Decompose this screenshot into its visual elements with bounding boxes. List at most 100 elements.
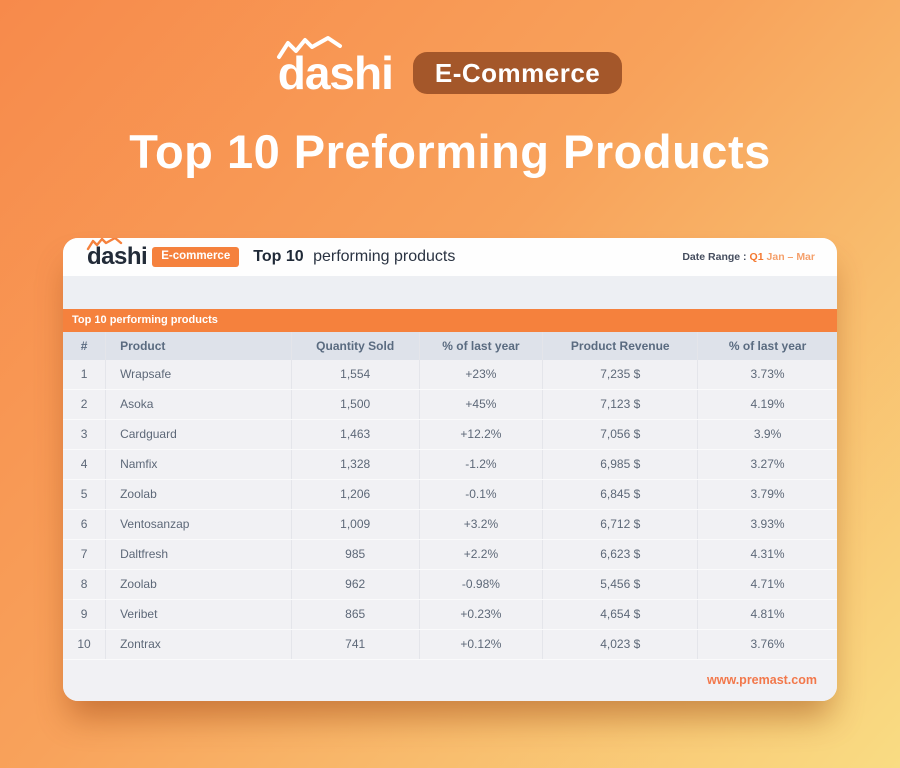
table-cell: 5,456 $	[542, 569, 698, 600]
table-cell: -0.98%	[418, 569, 543, 600]
table-cell: 6,712 $	[542, 509, 698, 540]
dashboard-card: dashi E-commerce Top 10 performing produ…	[63, 237, 837, 701]
table-cell: 3.76%	[697, 629, 837, 660]
table-cell: Zoolab	[105, 569, 292, 600]
table-cell: 4.19%	[697, 389, 837, 420]
table-cell: 741	[290, 629, 420, 660]
table-cell: Daltfresh	[105, 539, 292, 570]
card-title-bold: Top 10	[253, 247, 304, 265]
table-row: 10 Zontrax 741 +0.12% 4,023 $3.76%	[63, 629, 837, 660]
column-header: Product	[105, 331, 292, 360]
dashi-logo: dashi	[276, 36, 394, 99]
table-cell: -0.1%	[418, 479, 543, 510]
table-cell: 3.79%	[697, 479, 837, 510]
table-cell: 3.73%	[697, 359, 837, 390]
table-cell: Asoka	[105, 389, 292, 420]
table-cell: 4.31%	[697, 539, 837, 570]
table-cell: 3	[63, 419, 106, 450]
table-row: 5 Zoolab 1,206 -0.1% 6,845 $3.79%	[63, 479, 837, 510]
ecommerce-badge: E-Commerce	[412, 52, 623, 94]
table-cell: 7,235 $	[542, 359, 698, 390]
table-cell: 1,206	[290, 479, 420, 510]
table-cell: +23%	[418, 359, 543, 390]
table-cell: 4.71%	[697, 569, 837, 600]
table-cell: 7,056 $	[542, 419, 698, 450]
table-cell: 4,654 $	[542, 599, 698, 630]
table-cell: 4	[63, 449, 106, 480]
date-range-quarter: Q1	[749, 250, 764, 263]
table-cell: 985	[290, 539, 420, 570]
premast-link[interactable]: www.premast.com	[707, 673, 817, 688]
table-cell: 3.9%	[697, 419, 837, 450]
table-row: 3 Cardguard 1,463 +12.2% 7,056 $3.9%	[63, 419, 837, 450]
table-cell: 3.27%	[697, 449, 837, 480]
table-cell: 8	[63, 569, 106, 600]
table-cell: 865	[290, 599, 420, 630]
table-cell: Zontrax	[105, 629, 292, 660]
table-row: 9 Veribet 865 +0.23% 4,654 $4.81%	[63, 599, 837, 630]
table-cell: 1,554	[290, 359, 420, 390]
zigzag-line-icon	[86, 237, 123, 250]
table-cell: 4,023 $	[542, 629, 698, 660]
table-cell: 1,500	[290, 389, 420, 420]
table-cell: 6,845 $	[542, 479, 698, 510]
ecommerce-badge-small: E-commerce	[152, 246, 240, 267]
table-cell: 7	[63, 539, 106, 570]
column-header: % of last year	[697, 331, 837, 360]
table-body: 1 Wrapsafe 1,554 +23% 7,235 $3.73% 2 Asoka 1,50…	[63, 359, 837, 660]
products-table: # Product Quantity Sold% of last year Produ…	[63, 331, 837, 660]
table-cell: Cardguard	[105, 419, 292, 450]
table-cell: Veribet	[105, 599, 292, 630]
table-cell: 3.93%	[697, 509, 837, 540]
date-range-period: Jan – Mar	[766, 250, 815, 263]
table-cell: Zoolab	[105, 479, 292, 510]
table-cell: 2	[63, 389, 106, 420]
table-cell: 4.81%	[697, 599, 837, 630]
table-cell: +0.12%	[418, 629, 543, 660]
table-cell: +12.2%	[418, 419, 543, 450]
page-title: Top 10 Preforming Products	[129, 125, 771, 178]
table-cell: +45%	[418, 389, 543, 420]
card-title-rest: performing products	[313, 247, 456, 265]
table-cell: Wrapsafe	[105, 359, 292, 390]
brand-lockup: dashi E-Commerce	[0, 0, 900, 96]
table-row: 6 Ventosanzap 1,009 +3.2% 6,712 $3.93%	[63, 509, 837, 540]
table-cell: 1,009	[290, 509, 420, 540]
table-cell: 6	[63, 509, 106, 540]
toolbar-strip	[63, 275, 837, 309]
table-cell: +0.23%	[418, 599, 543, 630]
logo-text: dashi	[277, 47, 394, 99]
table-row: 2 Asoka 1,500 +45% 7,123 $4.19%	[63, 389, 837, 420]
table-cell: Namfix	[105, 449, 292, 480]
section-header: Top 10 performing products	[63, 308, 837, 332]
table-cell: +3.2%	[418, 509, 543, 540]
table-row: 8 Zoolab 962 -0.98% 5,456 $4.71%	[63, 569, 837, 600]
table-row: 4 Namfix 1,328 -1.2% 6,985 $3.27%	[63, 449, 837, 480]
date-range: Date Range : Q1 Jan – Mar	[682, 251, 821, 263]
table-cell: 6,985 $	[542, 449, 698, 480]
zigzag-line-icon	[276, 36, 342, 59]
table-cell: +2.2%	[418, 539, 543, 570]
dashi-logo-small: dashi	[86, 237, 148, 270]
table-cell: Ventosanzap	[105, 509, 292, 540]
table-cell: 6,623 $	[542, 539, 698, 570]
card-footer: www.premast.com	[63, 659, 837, 701]
date-range-label: Date Range :	[682, 250, 747, 263]
table-cell: 10	[63, 629, 106, 660]
table-header-row: # Product Quantity Sold% of last year Produ…	[63, 331, 837, 360]
table-cell: 9	[63, 599, 106, 630]
card-header: dashi E-commerce Top 10 performing produ…	[63, 237, 837, 276]
column-header: #	[63, 331, 106, 360]
column-header: Quantity Sold	[290, 331, 420, 360]
table-cell: 1	[63, 359, 106, 390]
table-cell: 7,123 $	[542, 389, 698, 420]
logo-text: dashi	[87, 242, 148, 270]
table-row: 7 Daltfresh 985 +2.2% 6,623 $4.31%	[63, 539, 837, 570]
table-cell: 1,328	[290, 449, 420, 480]
table-cell: 962	[290, 569, 420, 600]
table-cell: 1,463	[290, 419, 420, 450]
table-row: 1 Wrapsafe 1,554 +23% 7,235 $3.73%	[63, 359, 837, 390]
column-header: Product Revenue	[542, 331, 698, 360]
column-header: % of last year	[418, 331, 543, 360]
